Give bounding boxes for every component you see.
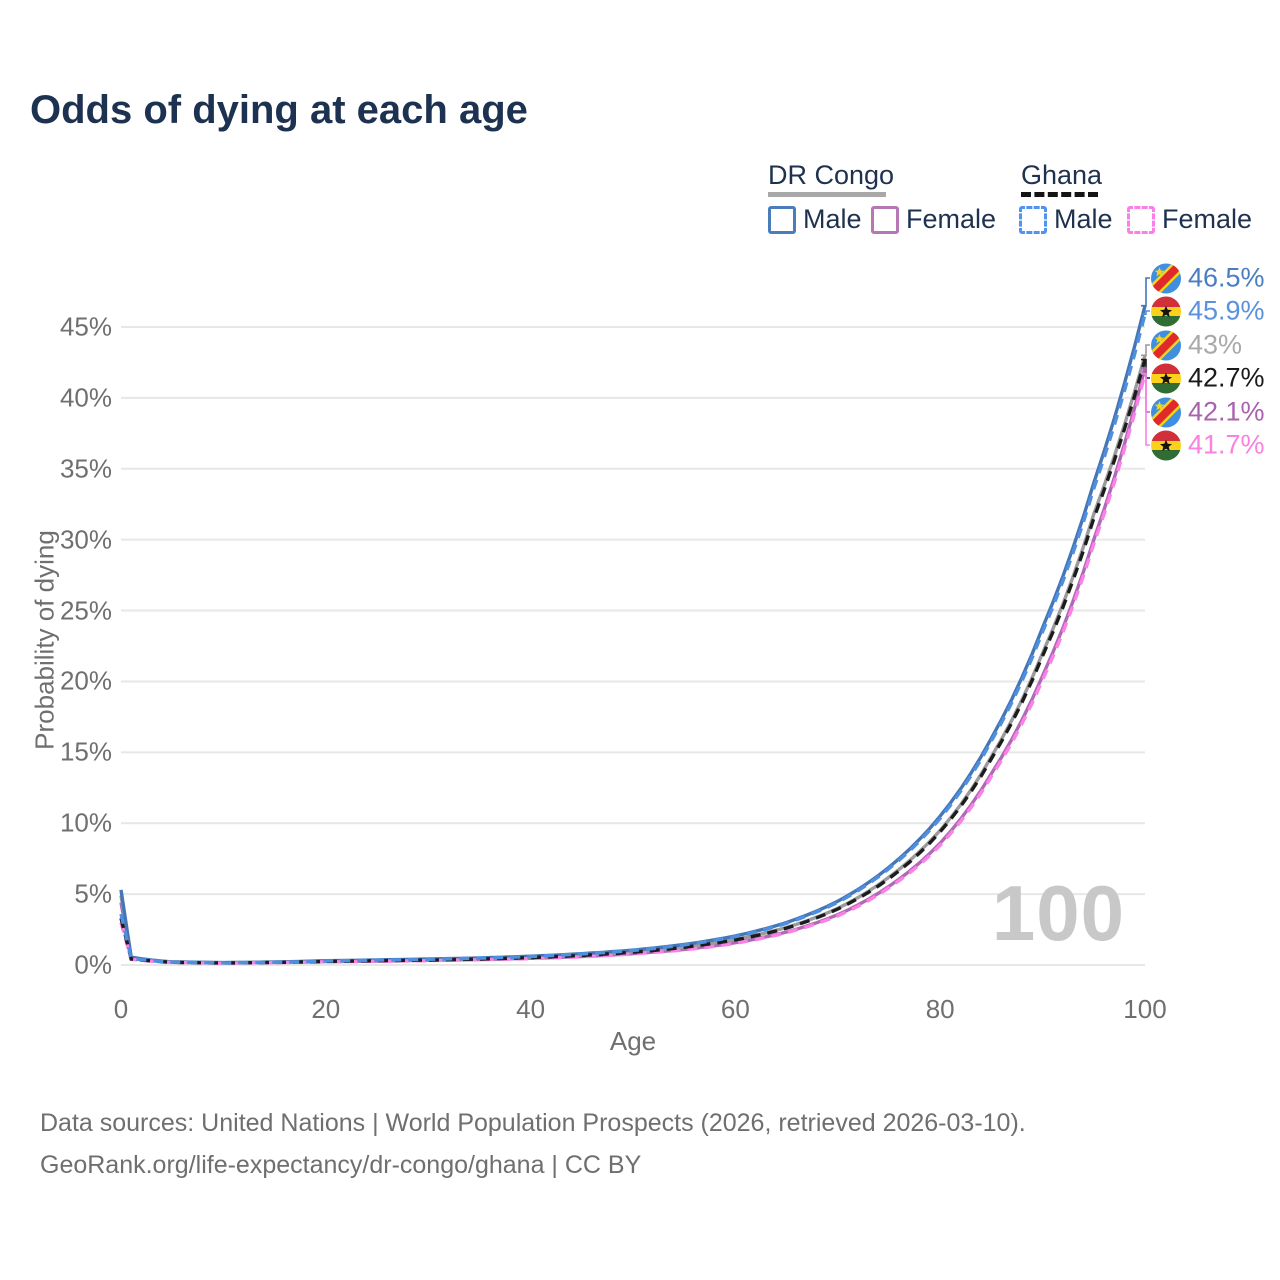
y-tick-25pct: 25% <box>59 595 112 626</box>
y-tick-30pct: 30% <box>59 524 112 555</box>
ghana-flag-icon <box>1151 363 1181 393</box>
end-label-dr-congo-both: 43% <box>1151 330 1242 361</box>
label-connector <box>1141 373 1150 446</box>
legend-item-drcongo-female[interactable]: Female <box>871 204 996 235</box>
ghana-female-swatch-icon <box>1127 205 1155 234</box>
label-connector <box>1141 344 1150 357</box>
end-label-dr-congo-male: 46.5% <box>1151 263 1265 294</box>
legend-label: Female <box>1162 204 1253 234</box>
y-tick-10pct: 10% <box>59 807 112 838</box>
series-line-ghana-male <box>119 313 1147 965</box>
label-connector <box>1141 310 1150 315</box>
end-label-ghana-male: 45.9% <box>1151 296 1265 327</box>
y-axis-title: Probability of dying <box>29 530 60 750</box>
y-tick-15pct: 15% <box>59 736 112 767</box>
legend-label: Male <box>1054 204 1113 234</box>
series-line-dr-congo-male <box>119 305 1147 965</box>
ghana-male-swatch-icon <box>1019 205 1047 234</box>
x-tick-80: 80 <box>925 994 955 1024</box>
ghana-flag-icon <box>1151 430 1181 460</box>
x-tick-40: 40 <box>516 994 546 1024</box>
drcongo-male-swatch-icon <box>768 205 796 234</box>
label-connector <box>1141 277 1150 307</box>
legend-item-ghana-female[interactable]: Female <box>1127 204 1252 235</box>
y-tick-20pct: 20% <box>59 665 112 696</box>
legend-group-drcongo-title: DR Congo <box>768 160 895 190</box>
y-tick-40pct: 40% <box>59 382 112 413</box>
end-label-value: 46.5% <box>1188 262 1265 293</box>
legend-label: Male <box>803 204 862 234</box>
dr-congo-flag-icon <box>1151 397 1181 427</box>
ghana-dashed-line-sample <box>1021 192 1098 197</box>
x-axis-title: Age <box>609 1026 657 1056</box>
footer-attribution: GeoRank.org/life-expectancy/dr-congo/gha… <box>40 1151 642 1179</box>
end-label-value: 41.7% <box>1188 429 1265 460</box>
y-tick-0pct: 0% <box>74 949 112 980</box>
footer: Data sources: United Nations | World Pop… <box>40 1102 1026 1186</box>
x-tick-0: 0 <box>113 994 129 1024</box>
end-label-value: 45.9% <box>1188 295 1265 326</box>
y-tick-5pct: 5% <box>74 878 112 909</box>
ghana-flag-icon <box>1151 296 1181 326</box>
x-tick-100: 100 <box>1123 994 1167 1024</box>
end-label-value: 42.7% <box>1188 362 1265 393</box>
legend-label: Female <box>906 204 997 234</box>
y-tick-45pct: 45% <box>59 311 112 342</box>
legend-item-drcongo-male[interactable]: Male <box>768 204 862 235</box>
end-label-ghana-both: 42.7% <box>1151 363 1265 394</box>
legend-item-ghana-male[interactable]: Male <box>1019 204 1113 235</box>
end-label-value: 42.1% <box>1188 396 1265 427</box>
end-label-value: 43% <box>1188 329 1243 360</box>
x-tick-20: 20 <box>311 994 341 1024</box>
page-title: Odds of dying at each age <box>30 88 528 132</box>
end-label-dr-congo-female: 42.1% <box>1151 397 1265 428</box>
x-tick-60: 60 <box>720 994 750 1024</box>
drcongo-female-swatch-icon <box>871 205 899 234</box>
y-tick-35pct: 35% <box>59 453 112 484</box>
legend-group-ghana-title: Ghana <box>1021 160 1103 190</box>
dr-congo-flag-icon <box>1151 330 1181 360</box>
age-counter-watermark: 100 <box>991 869 1125 957</box>
dr-congo-flag-icon <box>1151 263 1181 293</box>
footer-data-sources: Data sources: United Nations | World Pop… <box>40 1109 1026 1137</box>
drcongo-solid-line-sample <box>768 192 886 197</box>
end-label-ghana-female: 41.7% <box>1151 430 1265 461</box>
